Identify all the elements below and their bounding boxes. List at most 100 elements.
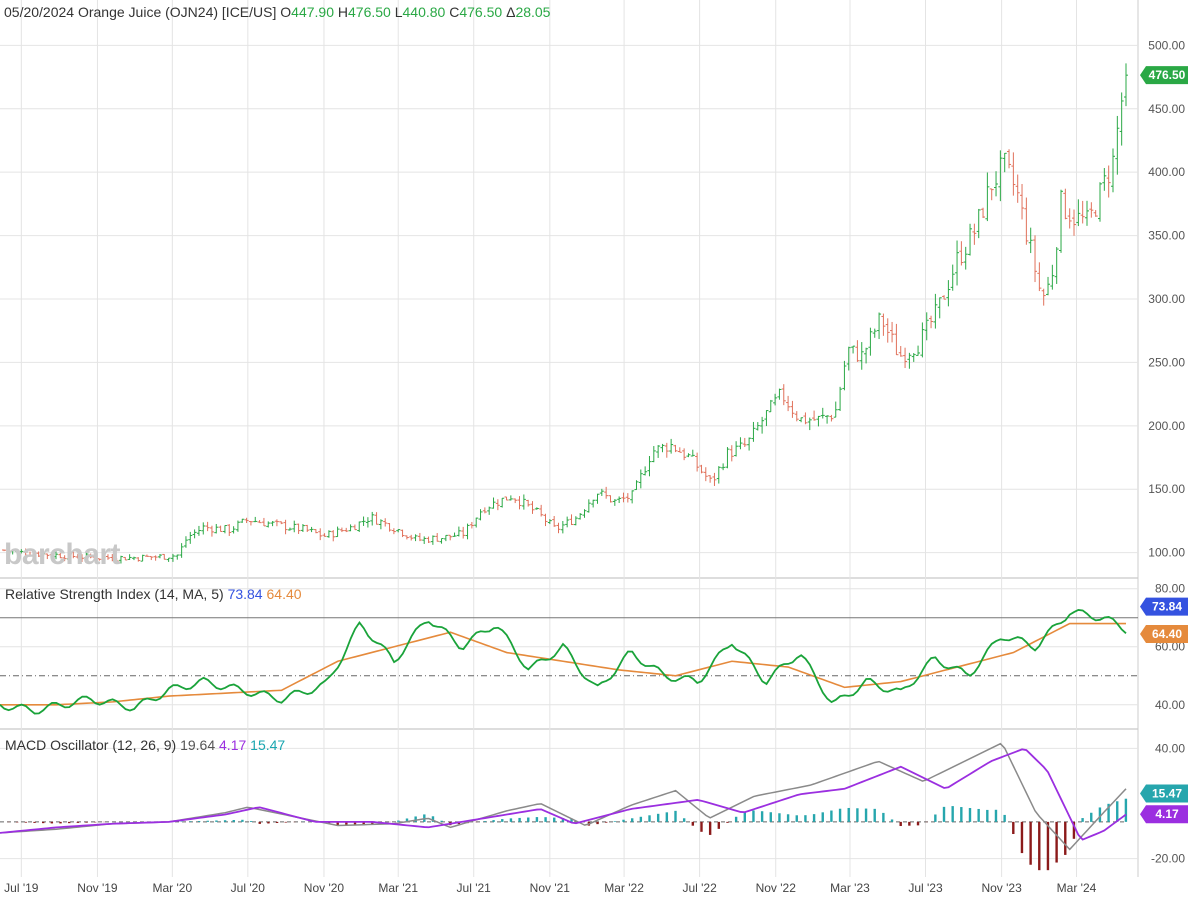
macd-hist-bar <box>708 821 712 835</box>
price-bar <box>565 516 570 528</box>
price-bar <box>296 523 301 534</box>
price-bar <box>890 321 895 343</box>
macd-hist-bar <box>1020 821 1024 854</box>
price-bar <box>335 526 340 538</box>
price-bar <box>79 554 84 562</box>
price-bar <box>1037 262 1042 292</box>
rsi-tick-label: 40.00 <box>1155 698 1185 712</box>
price-bar <box>175 554 180 560</box>
price-bar <box>1059 189 1064 253</box>
price-bar <box>400 529 405 538</box>
price-bar <box>903 347 908 368</box>
price-bar <box>573 516 578 526</box>
price-bar <box>664 442 669 458</box>
price-bar <box>1054 247 1059 284</box>
price-bar <box>1076 199 1081 227</box>
header-open: 447.90 <box>291 4 334 20</box>
price-bar <box>443 534 448 542</box>
price-bar <box>981 207 986 218</box>
price-bar <box>339 527 344 533</box>
price-bar <box>417 532 422 542</box>
macd-hist-bar <box>1124 798 1128 822</box>
x-tick-label: Jul '19 <box>4 881 39 895</box>
price-bar <box>660 443 665 453</box>
price-bar <box>474 517 479 528</box>
price-bar <box>1119 92 1124 146</box>
price-bar <box>985 172 990 222</box>
price-bar <box>643 466 648 476</box>
macd-hist-bar <box>431 816 435 822</box>
price-bar <box>218 525 223 532</box>
price-bar <box>998 150 1003 202</box>
price-bar <box>578 513 583 520</box>
price-bar <box>465 523 470 540</box>
price-bar <box>279 521 284 525</box>
price-bar <box>88 553 93 559</box>
price-bar <box>751 421 756 442</box>
price-bar <box>487 506 492 515</box>
macd-hist-bar <box>760 811 764 822</box>
price-bar <box>461 526 466 539</box>
macd-name: MACD Oscillator <box>5 737 109 753</box>
macd-hist-bar <box>483 821 487 822</box>
price-bar <box>851 345 856 354</box>
macd-hist-bar <box>93 821 97 823</box>
price-bar <box>478 509 483 521</box>
price-bar <box>253 516 258 523</box>
price-bar <box>32 551 37 557</box>
x-tick-label: Jul '23 <box>908 881 943 895</box>
price-bar <box>2 549 6 552</box>
x-tick-label: Nov '22 <box>756 881 797 895</box>
price-bar <box>331 530 336 542</box>
price-bar <box>322 533 327 537</box>
price-bar <box>110 554 115 562</box>
price-bar <box>23 548 28 560</box>
price-bar <box>760 416 765 434</box>
macd-hist-bar <box>440 820 443 822</box>
macd-value: 19.64 <box>180 737 216 753</box>
price-bar <box>383 518 388 527</box>
macd-hist-bar <box>232 820 235 822</box>
price-bar <box>504 496 509 501</box>
price-bar <box>196 525 201 536</box>
price-bar <box>513 498 518 504</box>
header-high-label: H <box>337 4 348 20</box>
price-bar <box>755 422 760 431</box>
price-bar <box>686 453 691 458</box>
macd-hist-bar <box>1081 818 1084 822</box>
price-bar <box>881 313 886 336</box>
price-bar <box>742 437 747 447</box>
price-bar <box>396 529 401 533</box>
macd-hist-bar <box>656 813 660 822</box>
price-bar <box>292 520 297 533</box>
price-bar <box>344 527 349 533</box>
price-bar <box>452 532 457 537</box>
macd-tick-label: 40.00 <box>1155 741 1185 755</box>
price-bar <box>1024 197 1029 245</box>
rsi-ma-value: 64.40 <box>266 586 302 602</box>
price-bar <box>105 554 110 560</box>
price-bar <box>976 208 981 239</box>
macd-histogram <box>7 798 1128 871</box>
price-tick-label: 100.00 <box>1148 546 1185 560</box>
header-close-label: C <box>449 4 460 20</box>
header-change-label: Δ <box>506 4 516 20</box>
price-bar <box>1080 200 1085 224</box>
price-bar <box>920 322 925 358</box>
price-bar <box>491 497 496 509</box>
price-bars <box>2 63 1128 564</box>
x-tick-label: Mar '23 <box>830 881 870 895</box>
price-bar <box>205 521 210 532</box>
macd-hist-bar <box>189 821 192 822</box>
x-tick-label: Mar '21 <box>378 881 418 895</box>
macd-hist-bar <box>942 806 946 822</box>
price-bar <box>114 558 119 564</box>
macd-hist-bar <box>804 815 807 822</box>
price-bar <box>1020 183 1025 220</box>
price-bar <box>361 516 366 526</box>
macd-hist-bar <box>336 821 339 826</box>
price-bar <box>773 393 778 406</box>
macd-hist-bar <box>726 821 729 823</box>
price-bar <box>864 347 869 364</box>
